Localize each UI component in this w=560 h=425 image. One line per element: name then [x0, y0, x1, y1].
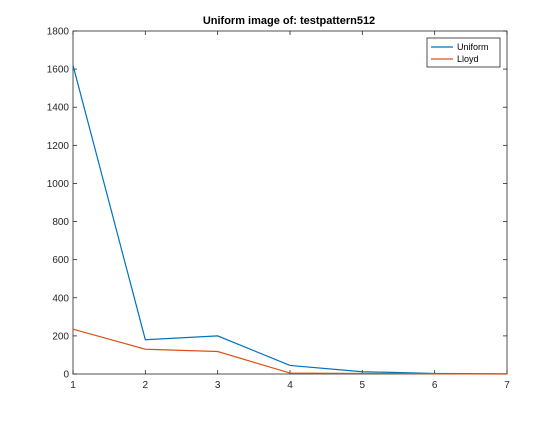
y-tick-label: 800: [52, 217, 69, 228]
y-tick-label: 400: [52, 293, 69, 304]
y-tick-label: 1400: [47, 103, 70, 114]
y-tick-label: 1000: [47, 179, 70, 190]
plot-area: [72, 30, 508, 375]
x-tick-label: 6: [432, 380, 438, 391]
axes: 1 2 3 4 5 6 7 0 200 400 600 800 1000 1200 1400 1600 1800: [47, 27, 510, 392]
y-tick-label: 600: [52, 255, 69, 266]
y-tick-label: 1600: [47, 65, 70, 76]
x-tick-label: 2: [143, 380, 149, 391]
y-tick-label: 1200: [47, 141, 70, 152]
x-tick-label: 7: [504, 380, 510, 391]
series-lines: [72, 65, 508, 375]
y-tick-label: 0: [63, 370, 69, 381]
legend-box: [426, 37, 501, 68]
x-tick-label: 1: [70, 380, 76, 391]
chart-title: Uniform image of: testpattern512: [203, 15, 375, 27]
legend-label-lloyd: Lloyd: [457, 54, 479, 64]
legend: Uniform Lloyd: [426, 37, 501, 68]
x-tick-label: 5: [360, 380, 366, 391]
series-line-lloyd: [72, 328, 508, 375]
x-tick-label: 4: [287, 380, 293, 391]
x-tick-label: 3: [215, 380, 221, 391]
legend-label-uniform: Uniform: [457, 42, 489, 52]
y-tick-label: 1800: [47, 27, 70, 38]
y-tick-label: 200: [52, 331, 69, 342]
